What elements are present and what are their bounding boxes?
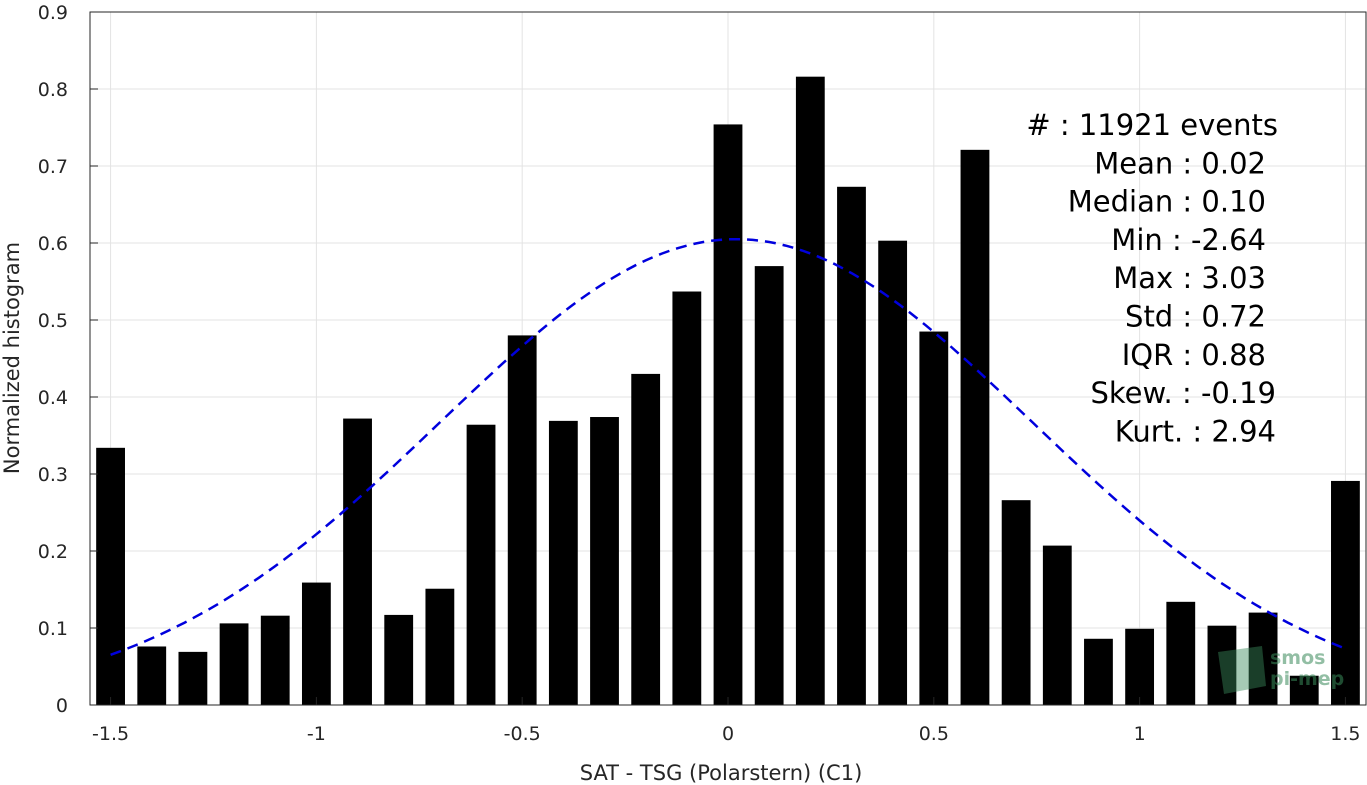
x-tick-label: 0: [722, 723, 734, 745]
y-tick-label: 0.9: [38, 2, 68, 24]
histogram-bar: [590, 417, 619, 705]
histogram-bar: [795, 76, 825, 706]
logo-mark-icon: [1218, 646, 1266, 694]
histogram-bar: [425, 588, 455, 705]
y-tick-label: 0.8: [38, 79, 68, 101]
histogram-bar: [466, 424, 496, 705]
histogram-bar: [837, 186, 866, 706]
histogram-bar: [1125, 628, 1155, 705]
histogram-bar: [507, 335, 537, 705]
histogram-bar: [1042, 545, 1072, 705]
stat-annotation: Mean : 0.02: [1094, 146, 1266, 180]
stat-annotation: IQR : 0.88: [1122, 338, 1266, 372]
histogram-bar: [631, 373, 661, 705]
y-tick-label: 0.5: [38, 310, 68, 332]
x-tick-label: -1.5: [92, 723, 129, 745]
histogram-bar: [1166, 601, 1196, 705]
y-tick-label: 0.6: [38, 233, 68, 255]
histogram-bar: [96, 447, 125, 705]
statistics-box: # : 11921 events Mean : 0.02 Median : 0.10…: [1026, 108, 1278, 448]
logo-line-2: pi-mep: [1270, 668, 1344, 690]
histogram-bar: [343, 418, 372, 705]
smos-pi-mep-logo: smos pi-mep: [1218, 646, 1344, 694]
histogram-bar: [178, 651, 208, 705]
histogram-bar: [878, 240, 908, 705]
histogram-bar: [754, 266, 784, 705]
histogram-bar: [1207, 625, 1237, 705]
normal-fit-curve: [110, 237, 1346, 656]
stat-annotation: Median : 0.10: [1068, 185, 1266, 219]
x-axis-ticks: -1.5 -1 -0.5 0 0.5 1 1.5: [92, 697, 1361, 745]
histogram-bar: [260, 615, 290, 705]
histogram-bar: [960, 149, 990, 705]
histogram-bar: [137, 646, 167, 705]
histogram-bar: [919, 331, 949, 705]
y-tick-label: 0.1: [38, 618, 68, 640]
histogram-bar: [301, 582, 331, 705]
x-tick-label: -0.5: [504, 723, 541, 745]
stat-annotation: Min : -2.64: [1111, 223, 1266, 257]
stat-annotation: Skew. : -0.19: [1090, 376, 1276, 410]
stat-annotation: # : 11921 events: [1026, 108, 1278, 142]
histogram-bar: [1248, 612, 1278, 705]
stat-annotation: Std : 0.72: [1125, 300, 1266, 334]
stat-annotation: Max : 3.03: [1113, 261, 1266, 295]
histogram-bar: [548, 420, 578, 705]
x-tick-label: -1: [307, 723, 326, 745]
stat-annotation: Kurt. : 2.94: [1115, 414, 1276, 448]
y-axis-ticks: 0 0.1 0.2 0.3 0.4 0.5 0.6 0.7 0.8 0.9: [38, 2, 98, 717]
x-tick-label: 1: [1134, 723, 1146, 745]
histogram-bar: [1289, 675, 1319, 705]
bar-series: [96, 76, 1360, 706]
y-tick-label: 0.7: [38, 156, 68, 178]
histogram-bar: [1331, 480, 1360, 705]
histogram-bar: [384, 614, 414, 705]
x-tick-label: 0.5: [919, 723, 949, 745]
histogram-bar: [672, 291, 702, 705]
y-tick-label: 0: [56, 695, 68, 717]
histogram-bar: [713, 124, 743, 706]
histogram-bar: [1001, 500, 1031, 705]
histogram-bar: [1084, 638, 1113, 705]
y-axis-label: Normalized histogram: [0, 242, 24, 474]
logo-line-1: smos: [1270, 647, 1325, 669]
histogram-bar: [219, 623, 249, 705]
y-tick-label: 0.2: [38, 541, 68, 563]
y-tick-label: 0.4: [38, 387, 68, 409]
x-tick-label: 1.5: [1330, 723, 1360, 745]
y-tick-label: 0.3: [38, 464, 68, 486]
x-axis-label: SAT - TSG (Polarstern) (C1): [580, 761, 863, 785]
